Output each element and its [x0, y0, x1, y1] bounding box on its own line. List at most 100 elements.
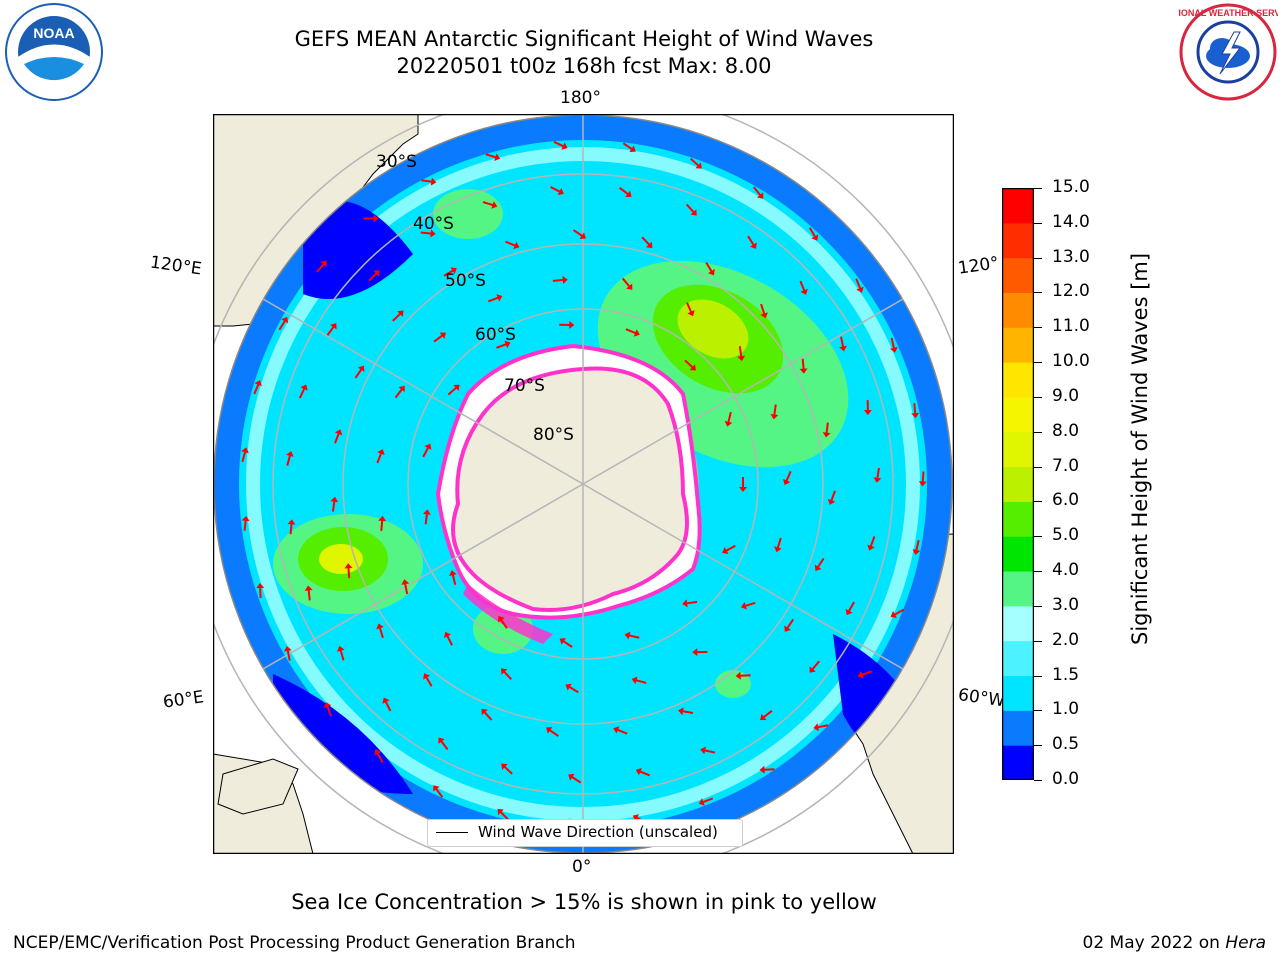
colorbar-tick-mark [1034, 292, 1042, 294]
wave-direction-arrow [559, 320, 575, 329]
colorbar-tick-label: 8.0 [1052, 420, 1080, 441]
colorbar-segment [1002, 292, 1034, 328]
colorbar-tick-mark [1034, 396, 1042, 398]
wave-direction-arrow [422, 509, 431, 525]
lon-label-120w: 120°W [956, 253, 1000, 279]
wave-direction-arrow [774, 537, 782, 553]
wave-direction-arrow [799, 358, 808, 374]
colorbar-segment [1002, 431, 1034, 468]
colorbar-tick-mark [1034, 188, 1042, 189]
wave-direction-arrow [759, 765, 775, 774]
wave-direction-arrow [553, 140, 568, 150]
wave-direction-arrow [330, 496, 339, 512]
wave-direction-arrow [481, 708, 493, 721]
wave-direction-arrow [565, 683, 579, 694]
colorbar [1002, 188, 1034, 780]
colorbar-tick-label: 9.0 [1052, 385, 1080, 406]
wave-direction-arrow [705, 261, 715, 276]
colorbar-tick-label: 6.0 [1052, 490, 1080, 511]
colorbar-tick-label: 13.0 [1052, 246, 1090, 267]
wave-direction-arrow [622, 142, 636, 153]
wave-direction-arrow [809, 660, 820, 673]
colorbar-tick-label: 12.0 [1052, 281, 1090, 302]
wave-direction-arrow [698, 797, 714, 806]
map-frame [213, 114, 954, 854]
wave-direction-arrow [287, 519, 296, 535]
colorbar-tick-label: 7.0 [1052, 455, 1080, 476]
colorbar-segment [1002, 327, 1034, 363]
wave-direction-arrow [304, 585, 313, 601]
colorbar-tick-label: 14.0 [1052, 211, 1090, 232]
wave-direction-arrow [488, 294, 503, 303]
wave-direction-arrow [344, 563, 353, 579]
noaa-logo-icon: NOAA [5, 3, 103, 101]
colorbar-segment [1002, 536, 1034, 572]
footer-date: 02 May 2022 on Hera [1082, 933, 1267, 953]
wave-direction-arrow [326, 323, 337, 336]
wave-direction-arrow [376, 449, 385, 464]
wave-direction-arrow [641, 236, 653, 249]
nws-logo-icon: NATIONAL WEATHER SERVICE [1178, 3, 1278, 101]
noaa-logo-text: NOAA [33, 25, 74, 41]
colorbar-tick-label: 0.5 [1052, 734, 1080, 755]
wave-direction-arrow [336, 645, 345, 661]
wave-direction-arrow [376, 623, 384, 639]
colorbar-segment [1002, 222, 1034, 259]
wave-direction-arrow [822, 422, 831, 438]
wave-direction-arrow [496, 340, 511, 349]
colorbar-segment [1002, 362, 1034, 398]
wave-direction-arrow [443, 631, 453, 646]
lat-label-50s: 50°S [445, 271, 486, 291]
colorbar-tick-mark [1034, 640, 1042, 642]
lon-label-0: 0° [572, 857, 592, 877]
wave-direction-arrow [552, 276, 568, 285]
colorbar-tick-mark [1034, 536, 1042, 538]
colorbar-tick-mark [1034, 362, 1042, 364]
wave-direction-arrow [443, 267, 457, 277]
colorbar-segment [1002, 188, 1034, 224]
wave-direction-arrow [700, 746, 716, 755]
colorbar-tick-mark [1034, 710, 1042, 712]
polar-map: 30°S 40°S 50°S 60°S 70°S 80°S [213, 114, 954, 854]
wave-direction-arrow [423, 673, 433, 687]
wave-direction-arrow [392, 310, 404, 322]
wave-direction-arrow [735, 671, 751, 680]
colorbar-segment [1002, 257, 1034, 293]
wave-direction-arrow [482, 201, 498, 209]
wave-direction-arrow [378, 515, 387, 531]
wave-direction-arrow [374, 749, 384, 763]
wave-direction-arrow [394, 385, 405, 399]
wave-direction-arrow [498, 616, 508, 629]
wave-direction-arrow [724, 411, 733, 427]
wave-direction-arrow [784, 618, 795, 632]
wave-direction-arrow [241, 515, 250, 531]
wave-direction-arrow [621, 277, 633, 290]
lon-label-120e: 120°E [148, 252, 203, 280]
wave-direction-arrow [783, 470, 792, 486]
wave-direction-arrow [624, 631, 640, 640]
colorbar-tick-mark [1034, 745, 1042, 747]
wave-direction-arrow [334, 429, 343, 444]
wave-direction-arrow [760, 710, 773, 721]
colorbar-tick-label: 2.0 [1052, 629, 1080, 650]
wave-direction-arrow [814, 557, 825, 572]
wave-direction-arrow [682, 599, 698, 608]
wave-direction-arrow [873, 467, 882, 483]
colorbar-segment [1002, 501, 1034, 537]
map-legend: Wind Wave Direction (unscaled) [427, 819, 743, 847]
wave-direction-arrow [889, 337, 898, 353]
lat-label-70s: 70°S [504, 376, 545, 396]
wave-direction-arrow [286, 451, 294, 466]
wave-direction-arrow [827, 490, 836, 505]
wave-direction-arrow [401, 579, 410, 595]
colorbar-tick-label: 1.5 [1052, 664, 1080, 685]
wave-direction-arrow [613, 726, 628, 735]
wave-direction-arrow [918, 471, 927, 487]
colorbar-tick-label: 15.0 [1052, 177, 1090, 197]
colorbar-tick-label: 5.0 [1052, 525, 1080, 546]
colorbar-tick-label: 11.0 [1052, 316, 1090, 337]
wave-direction-arrow [635, 767, 651, 777]
meridian-lines [262, 115, 904, 853]
colorbar-segment [1002, 675, 1034, 711]
wave-direction-arrow [619, 186, 632, 197]
